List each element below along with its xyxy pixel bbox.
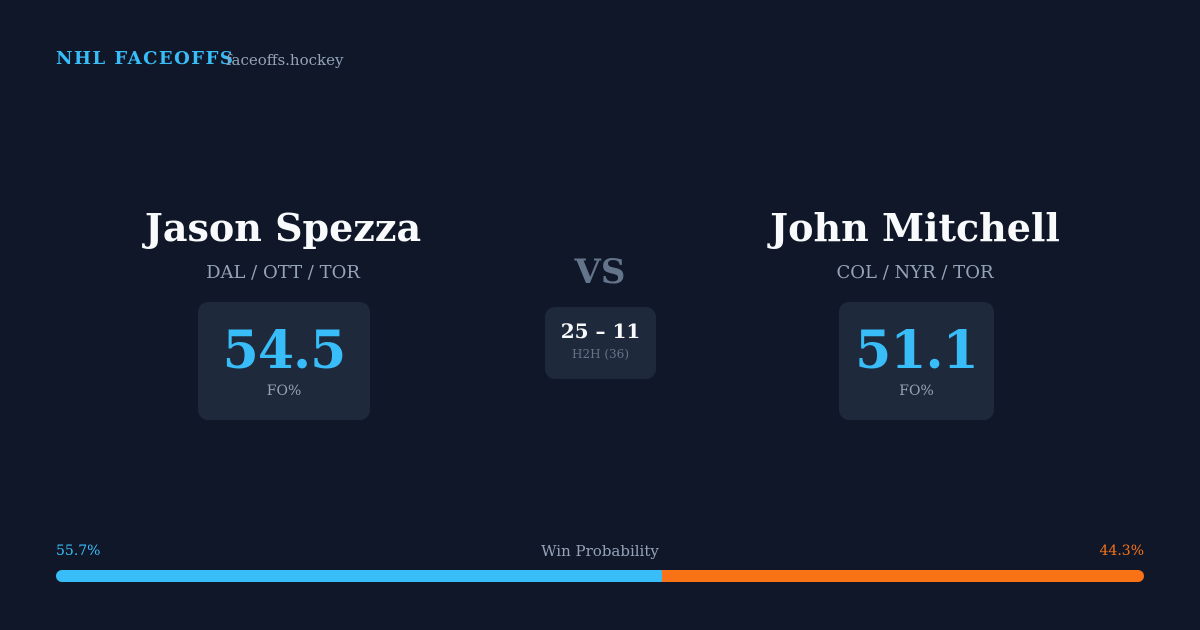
player-teams: DAL / OTT / TOR xyxy=(206,262,360,283)
fo-label: FO% xyxy=(899,383,934,399)
player-name: John Mitchell xyxy=(770,205,1060,250)
win-prob-right: 44.3% xyxy=(1099,543,1144,559)
h2h-score: 25 – 11 xyxy=(560,319,641,343)
fo-label: FO% xyxy=(266,383,302,399)
fo-value: 54.5 xyxy=(222,320,347,381)
win-prob-left: 55.7% xyxy=(56,543,101,559)
win-prob-segment xyxy=(56,570,663,582)
versus: VS xyxy=(574,252,626,292)
player-name: Jason Spezza xyxy=(144,205,422,250)
win-prob-title: Win Probability xyxy=(541,542,659,560)
stat-card: 54.5 FO% xyxy=(198,302,370,420)
brand-title[interactable]: NHL FACEOFFS xyxy=(56,48,235,69)
h2h-label: H2H (36) xyxy=(571,347,629,361)
fo-value: 51.1 xyxy=(855,320,979,381)
site-link[interactable]: faceoffs.hockey xyxy=(226,51,344,69)
stat-card: 51.1 FO% xyxy=(839,302,994,420)
player-teams: COL / NYR / TOR xyxy=(836,262,994,283)
win-prob-bar xyxy=(56,570,1144,582)
h2h-card: 25 – 11 H2H (36) xyxy=(545,307,656,379)
win-prob-segment xyxy=(662,570,1144,582)
